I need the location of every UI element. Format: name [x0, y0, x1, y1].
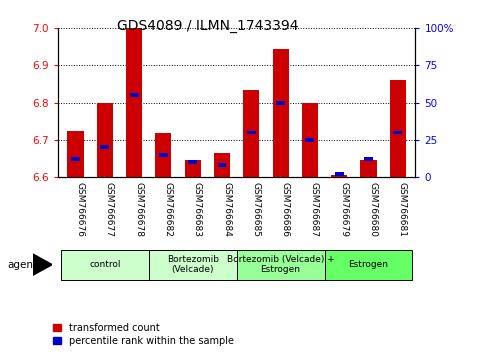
Bar — [335, 172, 343, 176]
Bar — [237, 250, 325, 280]
Text: GSM766676: GSM766676 — [75, 182, 85, 237]
Bar — [185, 160, 201, 177]
Bar — [243, 90, 259, 177]
Bar — [360, 160, 377, 177]
Bar — [325, 250, 412, 280]
Bar — [188, 160, 197, 164]
Bar — [276, 101, 285, 104]
Bar — [214, 153, 230, 177]
Text: GSM766683: GSM766683 — [193, 182, 202, 237]
Bar — [390, 80, 406, 177]
Text: GSM766687: GSM766687 — [310, 182, 319, 237]
Bar — [364, 157, 373, 161]
Text: GSM766685: GSM766685 — [251, 182, 260, 237]
Bar — [156, 133, 171, 177]
Text: GSM766681: GSM766681 — [398, 182, 407, 237]
Bar — [331, 175, 347, 177]
Bar — [305, 138, 314, 142]
Text: GDS4089 / ILMN_1743394: GDS4089 / ILMN_1743394 — [117, 19, 298, 34]
Bar — [393, 131, 402, 134]
Text: GSM766678: GSM766678 — [134, 182, 143, 237]
Bar — [97, 103, 113, 177]
Bar — [61, 250, 149, 280]
Text: GSM766680: GSM766680 — [369, 182, 378, 237]
Bar — [126, 28, 142, 177]
Bar — [130, 93, 139, 97]
Bar — [71, 157, 80, 161]
Text: GSM766684: GSM766684 — [222, 182, 231, 237]
Text: GSM766682: GSM766682 — [163, 182, 172, 237]
Bar — [68, 131, 84, 177]
Legend: transformed count, percentile rank within the sample: transformed count, percentile rank withi… — [53, 323, 234, 346]
Bar — [247, 131, 256, 134]
Text: control: control — [89, 260, 121, 269]
Text: GSM766679: GSM766679 — [339, 182, 348, 237]
Text: GSM766677: GSM766677 — [105, 182, 114, 237]
Text: Bortezomib (Velcade) +
Estrogen: Bortezomib (Velcade) + Estrogen — [227, 255, 335, 274]
Bar — [149, 250, 237, 280]
Bar — [100, 145, 109, 149]
Text: Bortezomib
(Velcade): Bortezomib (Velcade) — [167, 255, 219, 274]
Bar — [159, 153, 168, 156]
Polygon shape — [33, 254, 52, 275]
Bar — [217, 163, 227, 167]
Bar — [302, 103, 318, 177]
Bar — [272, 49, 289, 177]
Text: Estrogen: Estrogen — [349, 260, 388, 269]
Text: agent: agent — [7, 259, 37, 270]
Text: GSM766686: GSM766686 — [281, 182, 290, 237]
